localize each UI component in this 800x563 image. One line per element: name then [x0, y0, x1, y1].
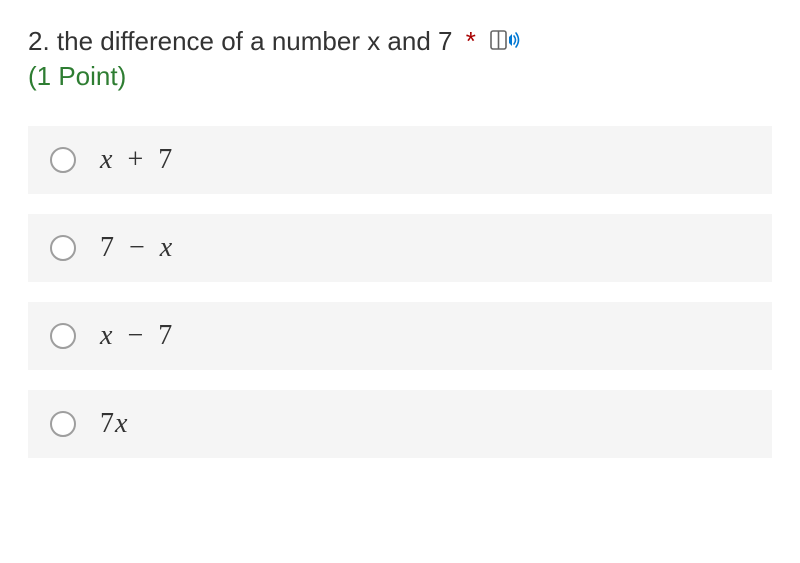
option-row[interactable]: x − 7 [28, 302, 772, 370]
option-num: 7 [100, 408, 115, 439]
option-row[interactable]: 7 − x [28, 214, 772, 282]
option-row[interactable]: 7x [28, 390, 772, 458]
question-text: 2. the difference of a number x and 7 * [28, 24, 476, 59]
radio-button[interactable] [50, 235, 76, 261]
option-var: x [100, 144, 113, 175]
option-op: − [129, 232, 146, 263]
option-var: x [100, 320, 113, 351]
option-num: 7 [158, 144, 173, 175]
option-var: x [160, 232, 173, 263]
option-label: 7 − x [100, 232, 173, 264]
immersive-reader-button[interactable] [490, 28, 520, 52]
option-num: 7 [158, 320, 173, 351]
question-number: 2. [28, 26, 50, 56]
option-op: + [127, 144, 144, 175]
radio-button[interactable] [50, 411, 76, 437]
option-num: 7 [100, 232, 115, 263]
points-label: (1 Point) [28, 61, 772, 92]
options-group: x + 7 7 − x x − 7 7x [28, 126, 772, 458]
question-body: the difference of a number x and 7 [57, 26, 453, 56]
radio-button[interactable] [50, 323, 76, 349]
option-label: 7x [100, 408, 128, 440]
option-label: x + 7 [100, 144, 173, 176]
radio-button[interactable] [50, 147, 76, 173]
option-row[interactable]: x + 7 [28, 126, 772, 194]
question-header: 2. the difference of a number x and 7 * [28, 24, 772, 59]
required-asterisk: * [466, 26, 476, 56]
option-var: x [115, 408, 128, 439]
option-op: − [127, 320, 144, 351]
option-label: x − 7 [100, 320, 173, 352]
immersive-reader-icon [490, 28, 520, 52]
